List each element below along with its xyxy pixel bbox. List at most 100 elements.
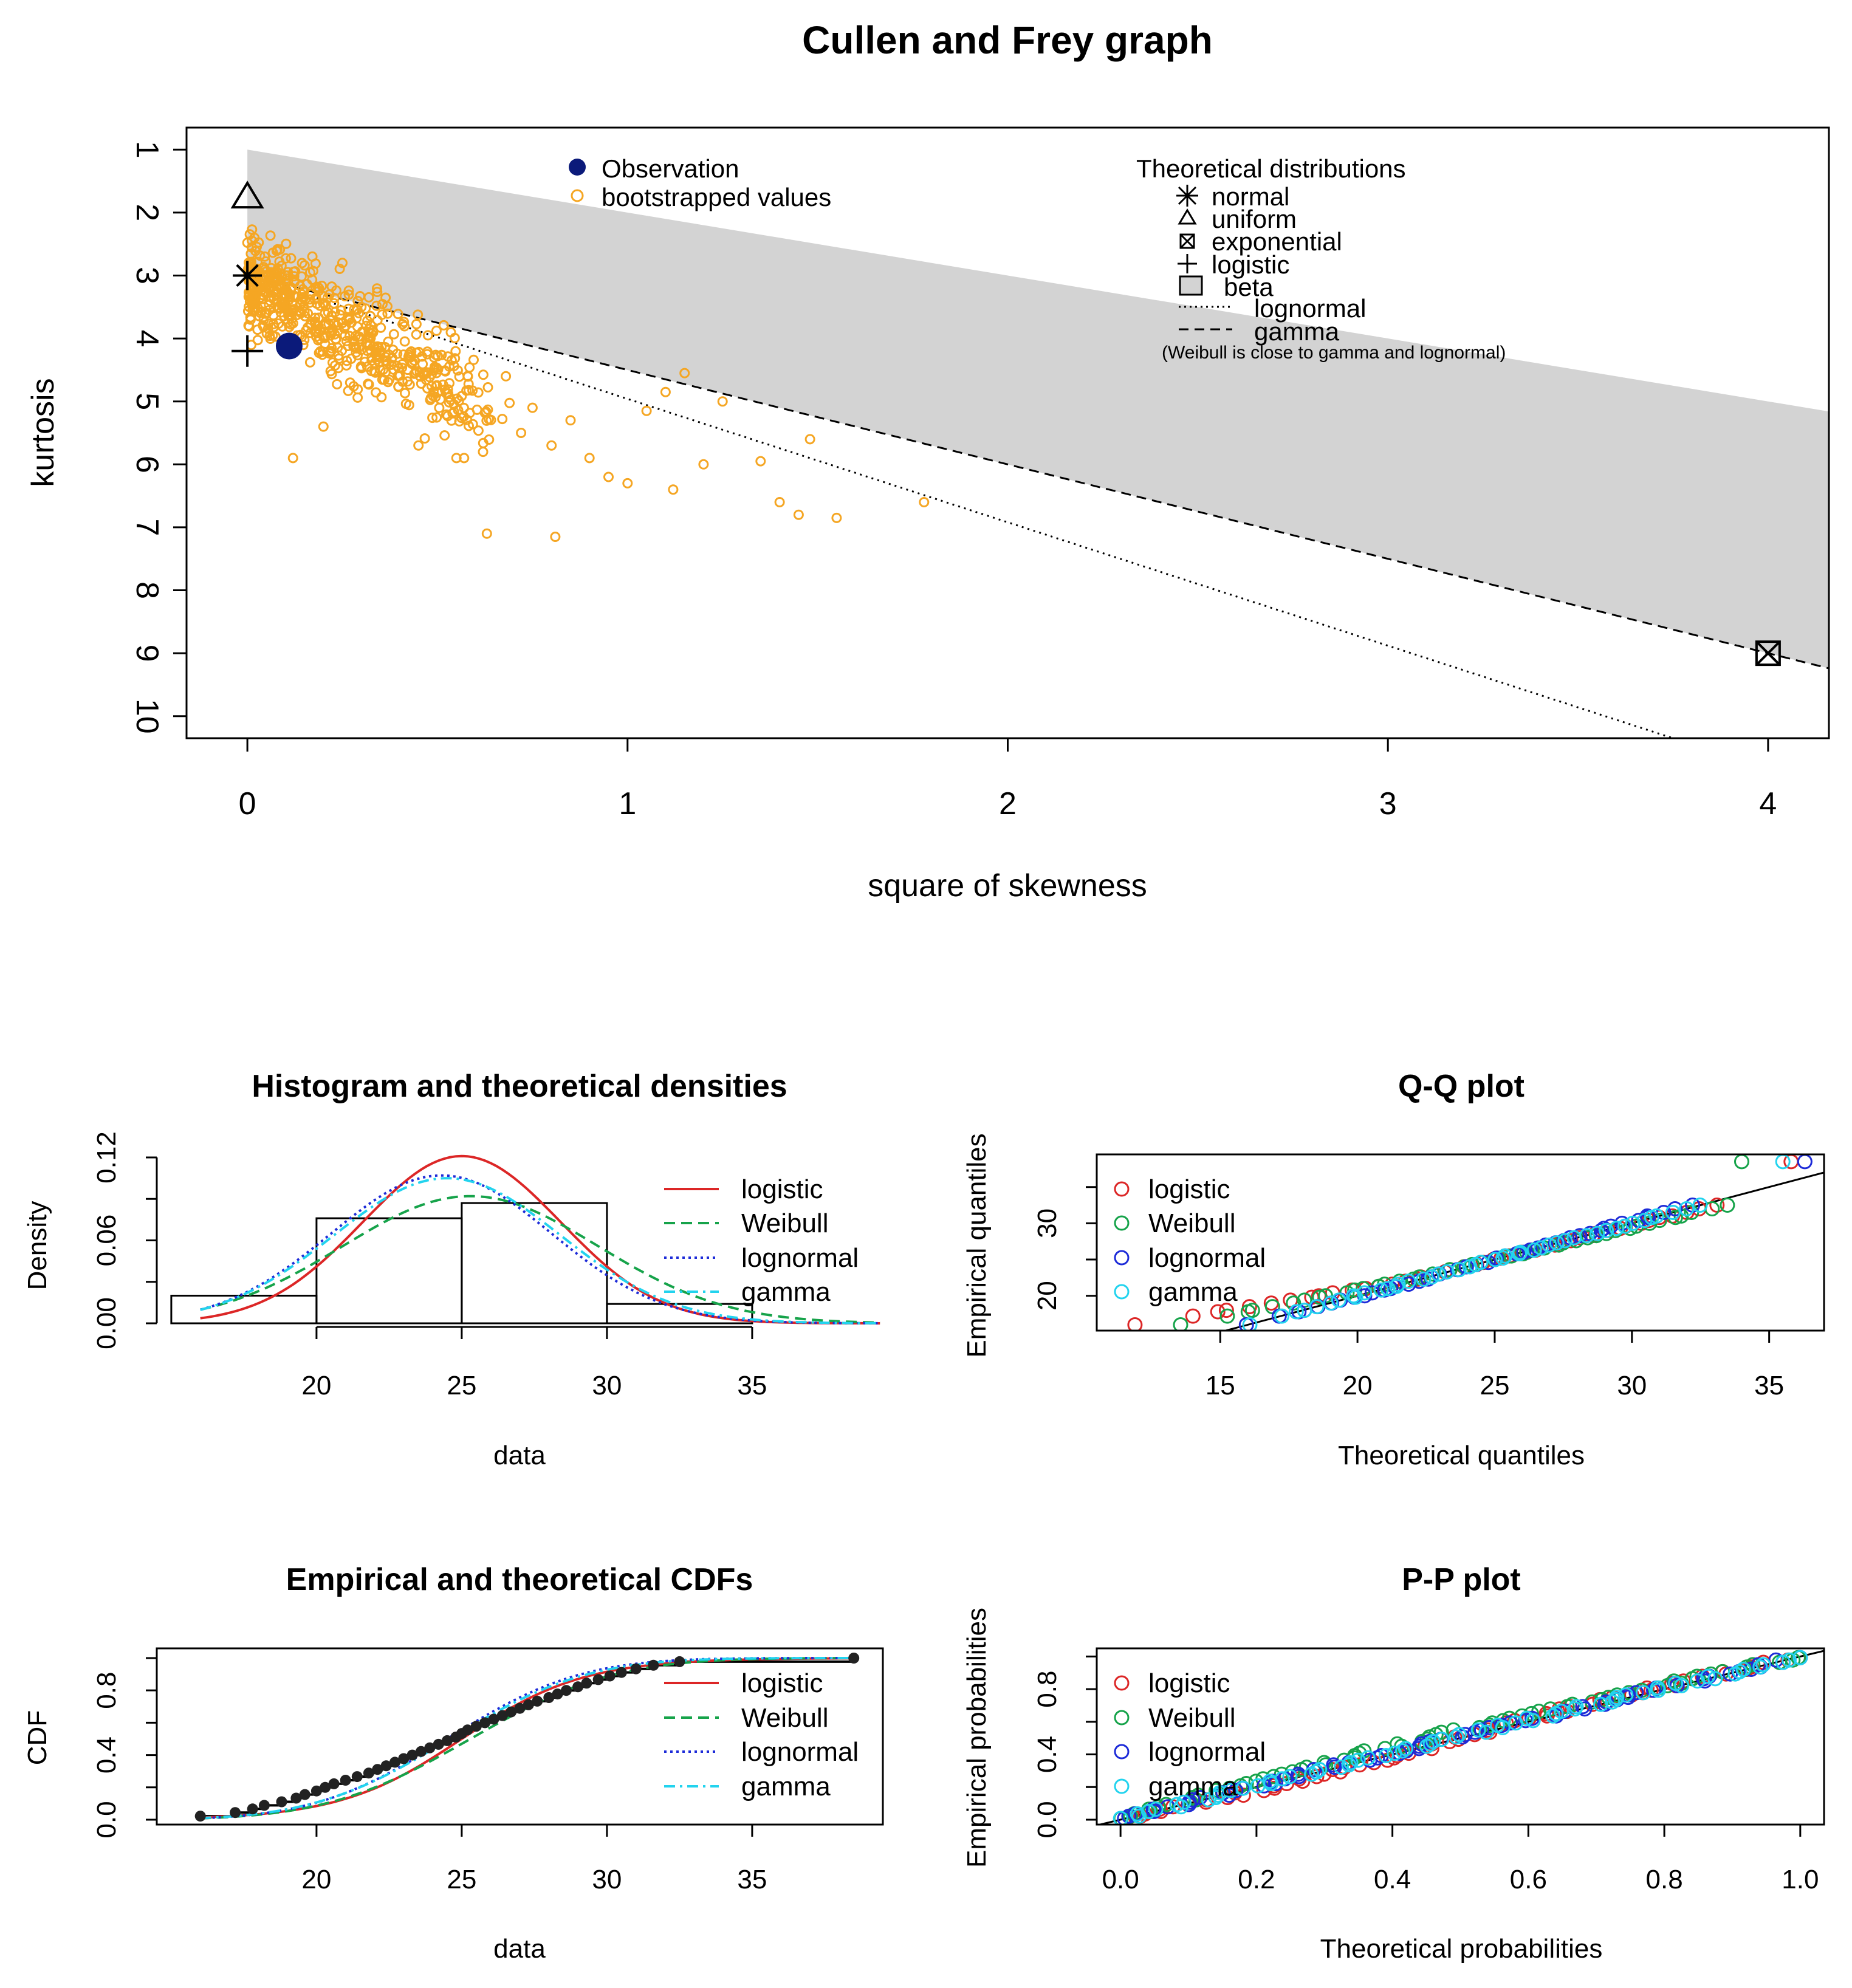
bootstrap-point — [281, 273, 292, 284]
normal-marker — [233, 261, 262, 290]
pp-legend-weibull-label: Weibull — [1148, 1703, 1235, 1733]
bootstrap-point — [333, 363, 344, 374]
cdf-title: Empirical and theoretical CDFs — [286, 1562, 753, 1597]
exponential-legend-marker — [1179, 233, 1195, 249]
bootstrap-point — [372, 341, 383, 352]
bootstrap-point — [660, 386, 671, 397]
cf-x-tick-label: 4 — [1759, 786, 1777, 821]
pp-point — [1434, 1732, 1450, 1747]
bootstrap-point — [345, 377, 355, 388]
bootstrap-point — [331, 285, 341, 296]
cf-x-tick-label: 2 — [999, 786, 1017, 821]
qq-point — [1439, 1264, 1455, 1280]
qq-point — [1185, 1308, 1201, 1324]
pp-legend-lognormal-marker — [1114, 1744, 1130, 1760]
pp-plot-frame — [1096, 1647, 1825, 1826]
histogram-bar — [315, 1217, 463, 1325]
pp-chart: P-P plot 0.0 0.2 0.4 0.6 0.8 1.0 0.0 0.4 0.8 The… — [962, 1562, 1825, 1964]
pp-point — [1185, 1792, 1201, 1808]
bootstrap-point — [481, 528, 492, 539]
bootstrap-point — [261, 308, 272, 319]
bootstrap-point — [297, 258, 307, 269]
cdf-point — [380, 1760, 392, 1772]
pp-x-tick-label: 0.4 — [1374, 1865, 1411, 1894]
bootstrap-point — [382, 308, 393, 319]
pp-y-tick-label: 0.8 — [1032, 1671, 1062, 1708]
bootstrap-point — [400, 388, 410, 399]
pp-point — [1792, 1650, 1808, 1665]
pp-points-gamma — [1113, 1650, 1808, 1825]
cf-y-tick-label: 10 — [129, 699, 165, 734]
hist-x-tick-label: 30 — [592, 1371, 622, 1400]
bootstrap-point — [371, 387, 382, 398]
pp-point — [1755, 1657, 1771, 1673]
bootstrap-point — [320, 301, 331, 312]
bootstrap-point — [473, 387, 484, 398]
bootstrap-point — [413, 440, 424, 451]
pp-point — [1449, 1729, 1464, 1745]
pp-point — [1650, 1680, 1665, 1696]
bootstrap-point — [422, 346, 433, 357]
cdf-point — [230, 1807, 241, 1818]
bootstrap-point — [419, 433, 430, 444]
bootstrap-point — [289, 290, 300, 301]
bootstrap-point — [344, 314, 355, 325]
bootstrap-point — [352, 392, 363, 403]
pp-point — [1192, 1790, 1208, 1805]
hist-y-tick-label: 0.06 — [92, 1215, 122, 1267]
pp-point — [1478, 1724, 1494, 1740]
cf-legend-bootstrap-label: bootstrapped values — [602, 183, 831, 211]
bootstrap-legend-marker — [571, 189, 584, 202]
bootstrap-point — [432, 387, 443, 398]
bootstrap-point — [804, 434, 815, 445]
bootstrap-point — [266, 262, 276, 273]
qq-legend-lognormal-marker — [1114, 1250, 1130, 1266]
cf-legend-theoretical: Theoretical distributions normal uniform… — [1136, 154, 1506, 363]
bootstrap-point — [246, 242, 257, 253]
pp-legend-gamma-marker — [1114, 1778, 1130, 1794]
bootstrap-point — [317, 281, 328, 291]
pp-point — [1312, 1762, 1328, 1777]
pp-point — [1467, 1724, 1483, 1740]
cdf-point — [462, 1724, 473, 1736]
bootstrap-point — [393, 381, 404, 392]
qq-plot-area — [1127, 1154, 1824, 1331]
cdf-point — [561, 1685, 572, 1696]
pp-point — [1282, 1769, 1298, 1784]
bootstrap-point — [391, 360, 402, 371]
pp-point — [1525, 1713, 1541, 1729]
logistic-legend-marker — [1178, 254, 1197, 273]
density-curve-weibull — [200, 1195, 880, 1324]
bootstrap-point — [450, 346, 461, 357]
pp-point — [1636, 1685, 1651, 1701]
pp-point — [1228, 1783, 1244, 1798]
cdf-curve-gamma — [200, 1657, 851, 1820]
bootstrap-point — [376, 392, 387, 403]
bootstrap-point — [668, 484, 679, 495]
qq-point — [1549, 1235, 1565, 1251]
qq-point — [1473, 1255, 1489, 1270]
cdf-point — [674, 1656, 685, 1667]
bootstrap-point — [462, 371, 473, 382]
pp-x-tick-label: 0.8 — [1646, 1865, 1683, 1894]
cdf-point — [581, 1678, 592, 1689]
bootstrap-point — [265, 230, 276, 241]
bootstrap-point — [378, 364, 389, 375]
bootstrap-point — [270, 331, 281, 342]
bootstrap-point — [448, 399, 459, 410]
pp-x-tick-label: 0.6 — [1510, 1865, 1547, 1894]
qq-legend-lognormal-label: lognormal — [1148, 1243, 1266, 1273]
bootstrap-point — [255, 307, 266, 318]
exponential-marker — [1755, 640, 1781, 667]
qq-point — [1797, 1154, 1813, 1170]
cdf-y-tick-label: 0.8 — [92, 1672, 122, 1709]
qq-point — [1331, 1292, 1346, 1308]
pp-point — [1350, 1752, 1366, 1768]
cdf-legend-lognormal-label: lognormal — [741, 1737, 859, 1767]
bootstrap-point — [287, 453, 298, 464]
bootstrap-point — [603, 471, 614, 482]
pp-point — [1212, 1785, 1227, 1801]
cdf-point — [442, 1735, 453, 1746]
pp-point — [1341, 1757, 1357, 1773]
